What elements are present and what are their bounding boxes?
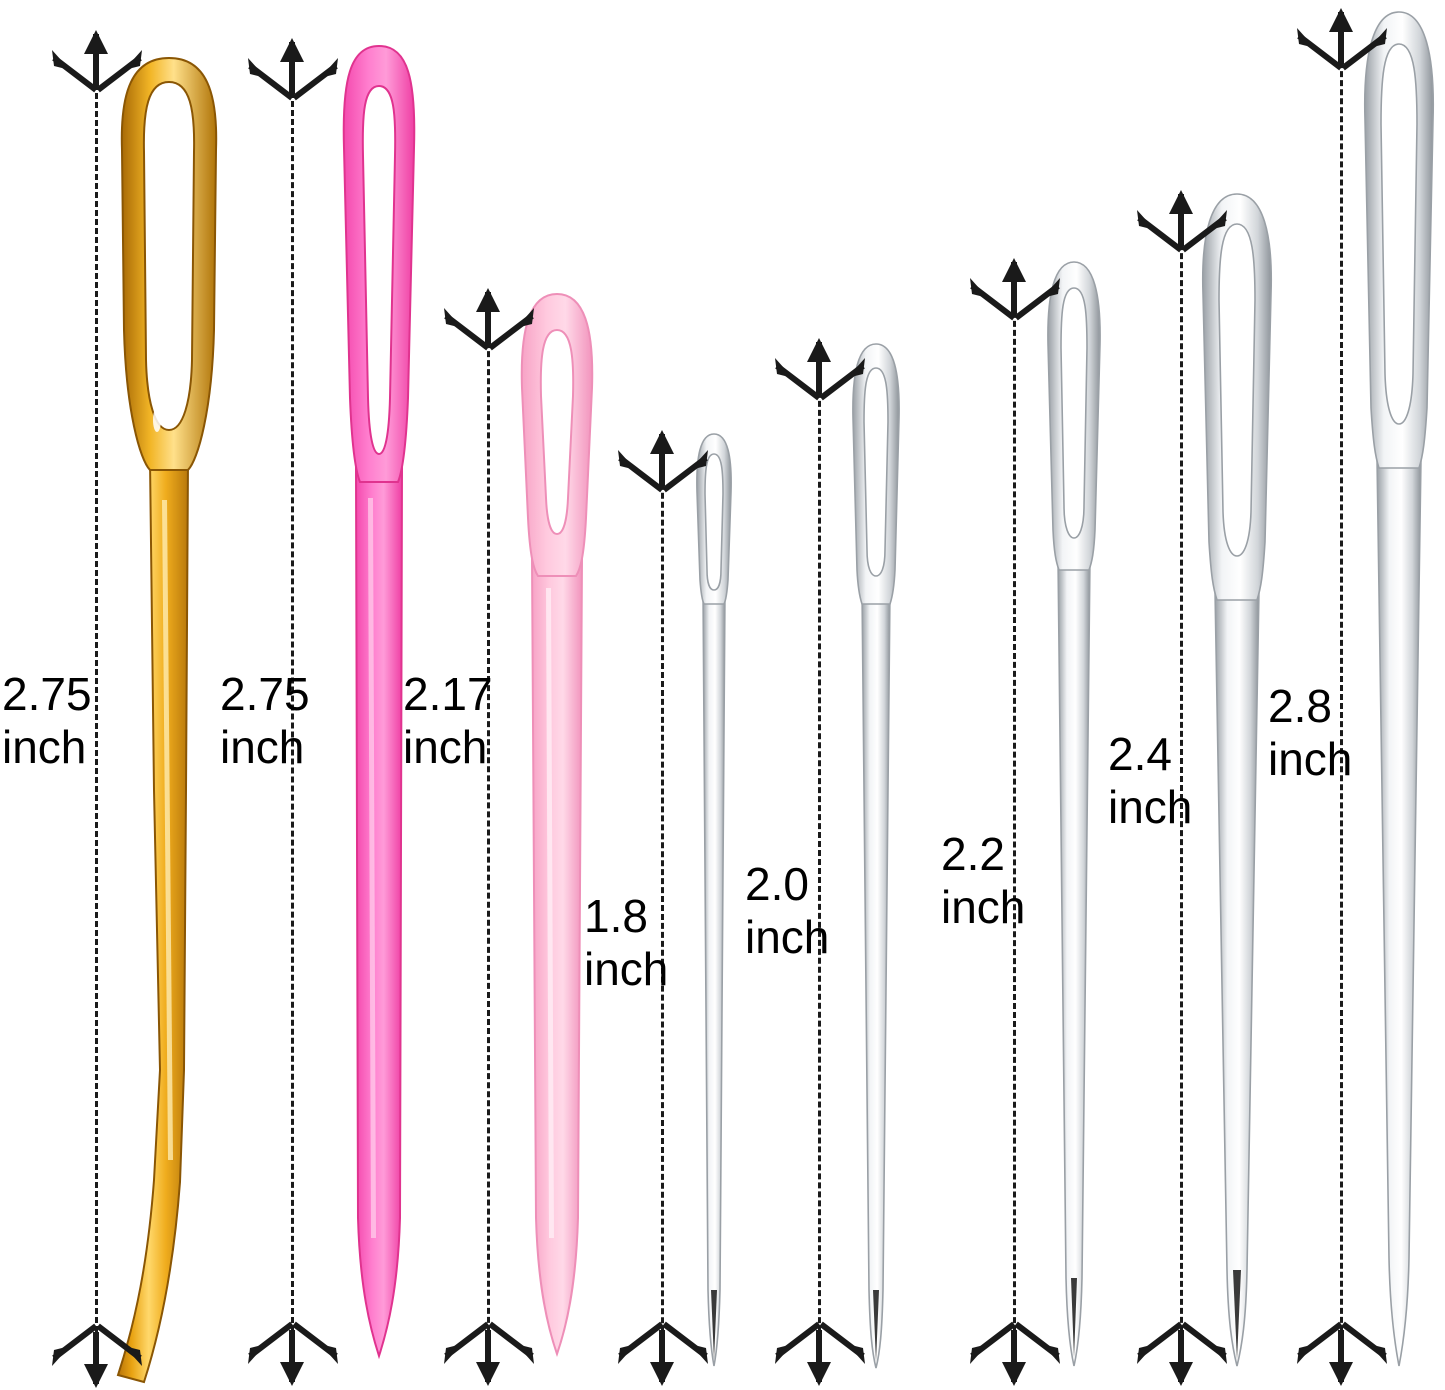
label-needle-4: 1.8 inch <box>584 890 668 996</box>
needle-pink-plastic-large <box>330 38 440 1368</box>
label-needle-5: 2.0 inch <box>745 858 829 964</box>
arrow-head-bottom-3 <box>444 1321 534 1386</box>
needle-steel-2 <box>845 340 911 1370</box>
label-value-3: 2.17 <box>403 668 493 720</box>
label-unit-8: inch <box>1268 732 1353 785</box>
arrow-head-bottom-1 <box>52 1323 142 1388</box>
arrow-head-bottom-2 <box>248 1321 338 1386</box>
arrow-head-top-7 <box>1137 190 1227 253</box>
arrow-head-bottom-4 <box>618 1321 708 1386</box>
label-unit-5: inch <box>745 910 830 963</box>
label-needle-1: 2.75 inch <box>2 668 92 774</box>
label-value-7: 2.4 <box>1108 728 1172 780</box>
arrow-head-top-6 <box>970 258 1060 321</box>
label-needle-2: 2.75 inch <box>220 668 310 774</box>
arrow-head-top-2 <box>248 38 338 101</box>
label-needle-7: 2.4 inch <box>1108 728 1192 834</box>
needle-steel-3 <box>1040 258 1114 1370</box>
label-value-2: 2.75 <box>220 668 310 720</box>
arrow-head-top-4 <box>618 430 708 493</box>
label-value-8: 2.8 <box>1268 680 1332 732</box>
arrow-head-top-8 <box>1297 8 1387 71</box>
arrow-head-bottom-8 <box>1297 1321 1387 1386</box>
needle-gold-bent <box>110 30 260 1384</box>
label-needle-3: 2.17 inch <box>403 668 493 774</box>
arrow-head-top-1 <box>52 30 142 93</box>
label-unit-3: inch <box>403 720 488 773</box>
arrow-head-bottom-7 <box>1137 1321 1227 1386</box>
label-unit-2: inch <box>220 720 305 773</box>
label-value-4: 1.8 <box>584 890 648 942</box>
label-needle-8: 2.8 inch <box>1268 680 1352 786</box>
arrow-head-top-3 <box>444 288 534 351</box>
arrow-head-bottom-6 <box>970 1321 1060 1386</box>
label-unit-7: inch <box>1108 780 1193 833</box>
needle-steel-1 <box>690 430 740 1370</box>
needle-steel-4 <box>1195 190 1287 1370</box>
needle-pink-plastic-small <box>512 288 612 1368</box>
label-unit-4: inch <box>584 942 669 995</box>
label-unit-1: inch <box>2 720 87 773</box>
label-value-6: 2.2 <box>941 828 1005 880</box>
label-value-1: 2.75 <box>2 668 92 720</box>
arrow-head-bottom-5 <box>775 1321 865 1386</box>
label-needle-6: 2.2 inch <box>941 828 1025 934</box>
needle-steel-5 <box>1355 8 1445 1370</box>
label-value-5: 2.0 <box>745 858 809 910</box>
label-unit-6: inch <box>941 880 1026 933</box>
arrow-head-top-5 <box>775 338 865 401</box>
